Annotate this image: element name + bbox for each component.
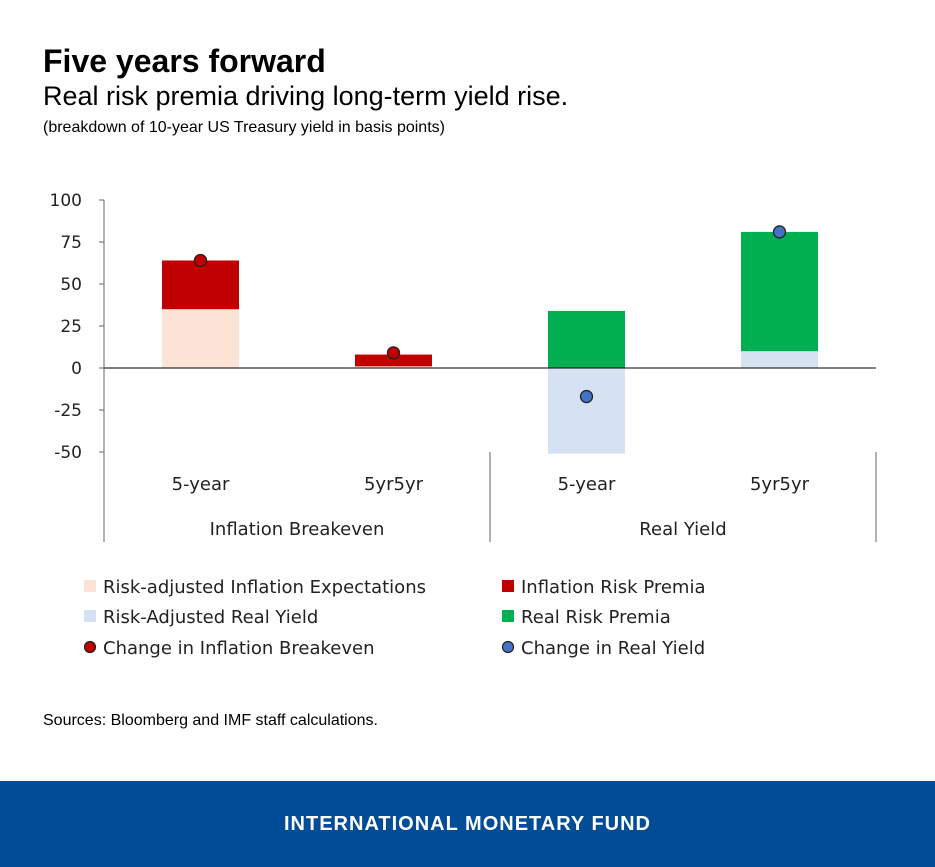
legend-swatch-5 [501,640,515,654]
y-tick-label-6: -50 [54,443,82,463]
legend-label-5: Change in Real Yield [521,638,705,659]
legend-swatch-1 [502,580,514,592]
bar-2-3 [741,351,818,368]
footer-banner: INTERNATIONAL MONETARY FUND [0,781,935,867]
category-label-1: 5yr5yr [364,474,424,495]
y-tick-label-0: 100 [50,191,82,211]
y-tick-label-2: 50 [60,275,82,295]
legend-swatch-2 [84,610,96,622]
bar-0-1 [355,366,432,368]
category-label-0: 5-year [172,474,230,495]
chart-note: (breakdown of 10-year US Treasury yield … [43,119,445,136]
point-5-2 [579,389,594,404]
group-label-1: Real Yield [639,519,726,540]
legend-swatch-4 [83,640,97,654]
bar-1-1 [355,354,432,367]
category-label-3: 5yr5yr [750,474,810,495]
y-tick-label-1: 75 [60,233,82,253]
legend-swatch-0 [84,580,96,592]
chart-title: Five years forward [43,43,326,79]
legend-label-2: Risk-Adjusted Real Yield [103,607,318,628]
source-note: Sources: Bloomberg and IMF staff calcula… [43,712,378,729]
point-4-1 [386,346,401,360]
y-tick-label-3: 25 [60,317,82,337]
bar-1-0 [162,260,239,310]
legend-swatch-3 [502,610,514,622]
chart: 100 75 50 25 0 -25 -50 5-year 5yr5yr 5-year 5yr5yr… [50,191,877,659]
legend-label-4: Change in Inflation Breakeven [103,638,375,659]
point-4-0 [193,253,208,268]
bar-0-0 [162,309,239,368]
group-label-0: Inflation Breakeven [210,519,385,540]
legend-label-0: Risk-adjusted Inflation Expectations [103,577,426,598]
bar-2-2 [548,368,625,454]
chart-subtitle: Real risk premia driving long-term yield… [43,81,569,111]
bar-3-3 [741,231,818,352]
y-tick-label-4: 0 [71,359,82,379]
y-tick-label-5: -25 [54,401,82,421]
point-5-3 [772,225,787,239]
legend-label-1: Inflation Risk Premia [521,577,706,598]
category-label-2: 5-year [558,474,616,495]
legend-label-3: Real Risk Premia [521,607,671,628]
bar-3-2 [548,310,625,368]
